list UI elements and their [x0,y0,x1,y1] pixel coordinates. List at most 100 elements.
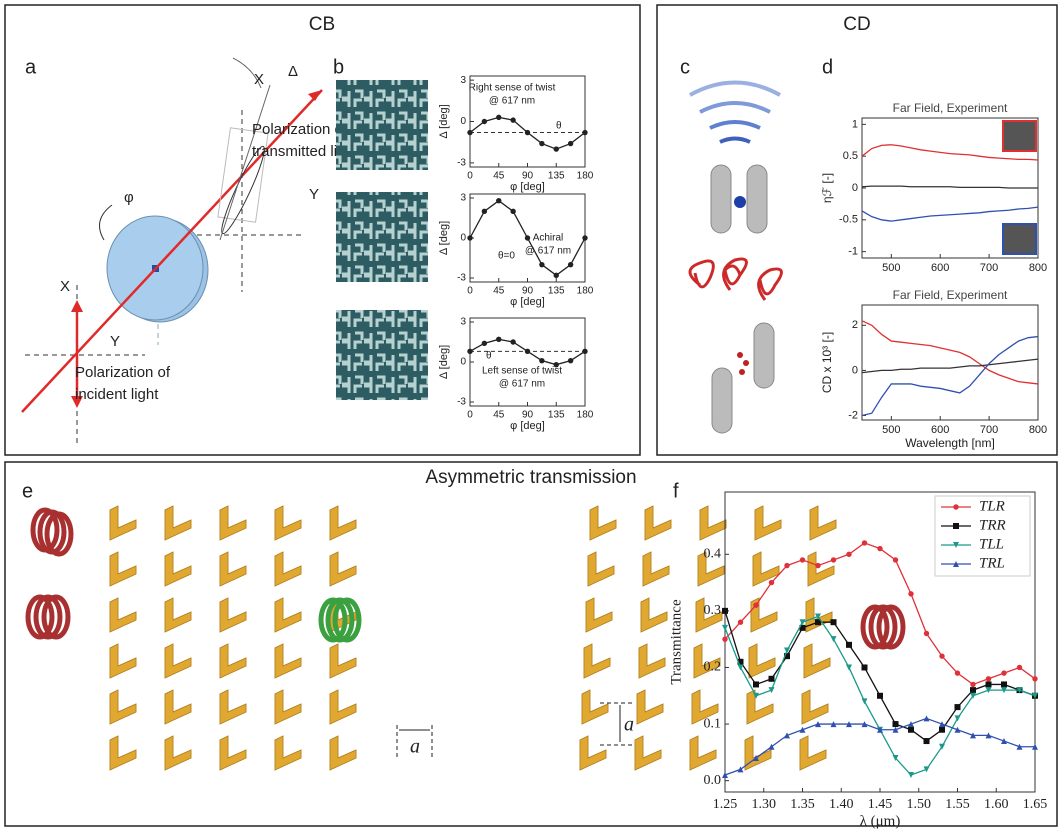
series-line [861,185,1038,189]
x-tick-label: 1.25 [713,797,738,812]
l-element-side [109,551,137,587]
data-point [970,732,976,739]
panel-box [4,4,641,456]
data-point [737,664,744,671]
l-element-side [799,735,827,771]
data-point [481,118,488,125]
l-element-side [164,643,192,679]
panel-label: c [680,56,690,78]
y-tick-label: 0.3 [704,603,722,618]
data-point [892,721,899,728]
data-point [846,641,852,648]
l-element-side [644,505,672,541]
panel-label: e [22,480,33,502]
y-axis-label: ηℱ [-] [820,173,834,203]
series-line [861,144,1039,161]
data-point [784,653,790,660]
data-point [567,140,574,147]
x-tick-label: 45 [493,410,505,421]
l-element-side [691,689,719,725]
data-point [799,557,806,563]
data-point [877,692,883,699]
legend-marker [953,523,959,529]
l-element-side [164,505,192,541]
y-axis-label: Δ [deg] [438,345,450,379]
x-tick-label: 1.35 [790,797,815,812]
data-point [954,726,961,733]
series-line [861,206,1039,222]
axis-name: X [254,71,264,88]
legend-label: TRR [979,517,1006,533]
y-tick-label: 3 [460,75,466,86]
panel-box [656,4,1058,456]
data-point [524,235,531,241]
l-element-side [803,643,831,679]
l-element-side [329,643,357,679]
data-point [830,721,837,728]
data-point [481,208,488,215]
data-point [908,721,914,728]
l-element-side [809,505,837,541]
l-element-side [109,643,137,679]
data-point [467,348,473,355]
series-line [861,358,1039,374]
axis-name: Y [110,333,120,350]
data-point [861,540,868,546]
inset-image [1002,223,1037,255]
data-point [1001,670,1007,676]
x-tick-label: 180 [577,286,594,297]
series-line [861,320,1039,385]
plot-frame [861,304,1039,421]
annotation: θ [486,351,492,362]
x-tick-label: 135 [548,286,565,297]
data-point [737,619,744,625]
l-element-side [219,597,247,633]
x-tick-label: 600 [931,262,949,274]
l-element-side [640,597,668,633]
l-element-side [109,505,137,541]
x-tick-label: 700 [980,424,998,436]
data-point [737,766,744,773]
y-tick-label: -2 [848,409,858,421]
data-point [1032,692,1038,699]
period-markers [396,702,635,760]
x-tick-label: 700 [980,262,998,274]
l-element-side [164,551,192,587]
l-element-side [752,551,780,587]
data-point [1001,687,1007,694]
x-tick-label: 1.30 [752,797,777,812]
y-tick-label: 0.1 [704,716,722,731]
data-point [567,261,574,268]
data-point [524,129,531,136]
y-tick-label: 3 [460,317,466,328]
l-element-side [634,735,662,771]
legend-label: TLL [979,536,1004,552]
l-element-side [801,689,829,725]
x-tick-label: 0 [467,286,473,297]
l-element-side [274,643,302,679]
y-tick-label: 0 [852,364,858,376]
x-tick-label: 1.65 [1023,797,1048,812]
l-element-side [638,643,666,679]
legend-marker [953,504,959,510]
data-point [923,715,930,722]
l-element-side [329,735,357,771]
l-element-side [109,735,137,771]
y-tick-label: 0.5 [843,150,858,162]
data-point [861,664,868,671]
x-tick-label: 500 [882,262,900,274]
data-point [753,692,759,699]
data-point [939,743,945,750]
x-tick-label: 1.55 [945,797,970,812]
data-point [467,235,473,241]
y-tick-label: 2 [852,319,858,331]
l-element-side [219,551,247,587]
x-tick-label: 1.60 [984,797,1009,812]
l-element-side [699,505,727,541]
annotation: Right sense of twist [469,83,556,94]
data-point [553,272,559,279]
annotation: θ=0 [498,251,515,262]
data-point [553,146,559,152]
